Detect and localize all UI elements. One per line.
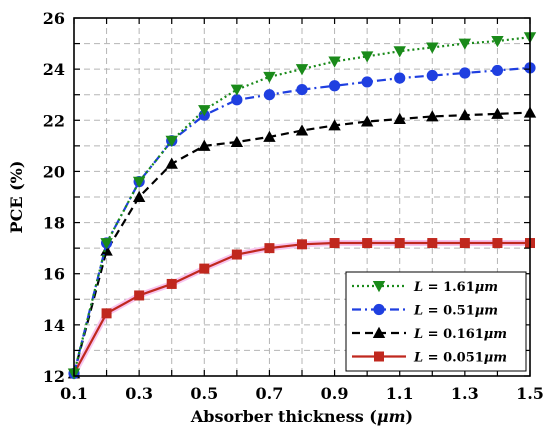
data-point: [329, 238, 340, 249]
y-axis-label: PCE (%): [7, 161, 26, 234]
series-2: [67, 106, 537, 379]
legend-marker: [372, 326, 386, 338]
data-point: [295, 124, 309, 136]
data-point: [230, 84, 244, 96]
data-point: [165, 157, 178, 169]
y-tick-label: 24: [43, 60, 65, 79]
data-point: [231, 249, 242, 260]
y-tick-label: 20: [43, 162, 65, 181]
legend-label: L = 0.161μm: [413, 327, 507, 342]
data-point: [166, 278, 177, 289]
y-tick-label: 12: [43, 367, 65, 386]
ticks: [73, 17, 531, 377]
data-point: [360, 51, 374, 63]
legend-label: L = 0.51μm: [413, 304, 498, 319]
x-tick-label: 1.5: [516, 384, 544, 403]
data-point: [101, 308, 112, 319]
data-point: [459, 67, 471, 79]
legend-entry-0: L = 1.61μm: [352, 280, 498, 295]
data-point: [360, 115, 374, 127]
x-tick-label: 0.5: [190, 384, 218, 403]
tick-labels: 0.1 0.3 0.5 0.7 0.9 1.1 1.3 1.5 12 14 16 18 20 22 24 26: [43, 9, 544, 403]
data-point: [296, 84, 308, 96]
data-point: [459, 238, 470, 249]
data-point: [198, 139, 211, 151]
data-point: [295, 64, 309, 76]
data-point: [394, 72, 406, 84]
x-tick-label: 0.9: [321, 384, 349, 403]
data-point: [165, 135, 178, 147]
data-point: [458, 38, 472, 50]
x-tick-label: 0.7: [256, 384, 284, 403]
data-point: [100, 244, 113, 256]
data-point: [198, 105, 211, 117]
data-point: [134, 290, 145, 301]
data-point: [132, 190, 146, 202]
data-point: [263, 71, 276, 84]
data-point: [458, 108, 472, 121]
data-point: [361, 76, 373, 88]
legend-marker: [373, 303, 385, 316]
y-tick-label: 26: [43, 9, 65, 28]
data-point: [263, 89, 276, 101]
legend-label: L = 0.051μm: [413, 351, 507, 366]
data-point: [328, 119, 341, 131]
data-point: [426, 69, 438, 82]
x-axis-label: Absorber thickness (μm): [190, 407, 413, 426]
data-point: [230, 135, 244, 147]
data-point: [231, 94, 243, 106]
data-point: [393, 112, 406, 124]
data-point: [491, 64, 504, 77]
data-point: [426, 42, 439, 54]
x-tick-label: 1.3: [451, 384, 479, 403]
legend-entry-2: L = 0.161μm: [352, 326, 507, 342]
data-point: [492, 238, 503, 249]
data-point: [362, 238, 373, 249]
data-point: [426, 110, 439, 122]
data-point: [491, 107, 504, 119]
data-point: [427, 238, 438, 249]
legend-label: L = 1.61μm: [413, 280, 498, 295]
data-point: [394, 238, 405, 249]
data-point: [297, 239, 307, 250]
y-tick-label: 14: [43, 316, 65, 335]
x-tick-label: 1.1: [386, 384, 414, 403]
y-tick-label: 16: [43, 265, 65, 284]
data-point: [263, 130, 276, 142]
data-point: [199, 263, 210, 274]
data-point: [100, 238, 113, 250]
legend-entry-1: L = 0.51μm: [352, 304, 498, 319]
x-tick-label: 0.3: [125, 384, 153, 403]
x-tick-label: 0.1: [60, 384, 88, 403]
legend-marker: [374, 351, 384, 362]
legend-entry-3: L = 0.051μm: [352, 351, 507, 366]
series-line: [72, 36, 531, 374]
y-tick-label: 22: [43, 111, 65, 130]
data-point: [132, 176, 146, 188]
data-point: [328, 56, 341, 68]
data-point: [491, 36, 504, 48]
y-tick-label: 18: [43, 214, 65, 233]
series-line: [72, 111, 531, 374]
data-point: [393, 46, 406, 58]
data-point: [264, 243, 275, 254]
legend-marker: [372, 281, 386, 293]
legend: L = 1.61μm L = 0.51μm L = 0.161μm L = 0.051…: [345, 271, 527, 372]
data-point: [328, 80, 341, 92]
